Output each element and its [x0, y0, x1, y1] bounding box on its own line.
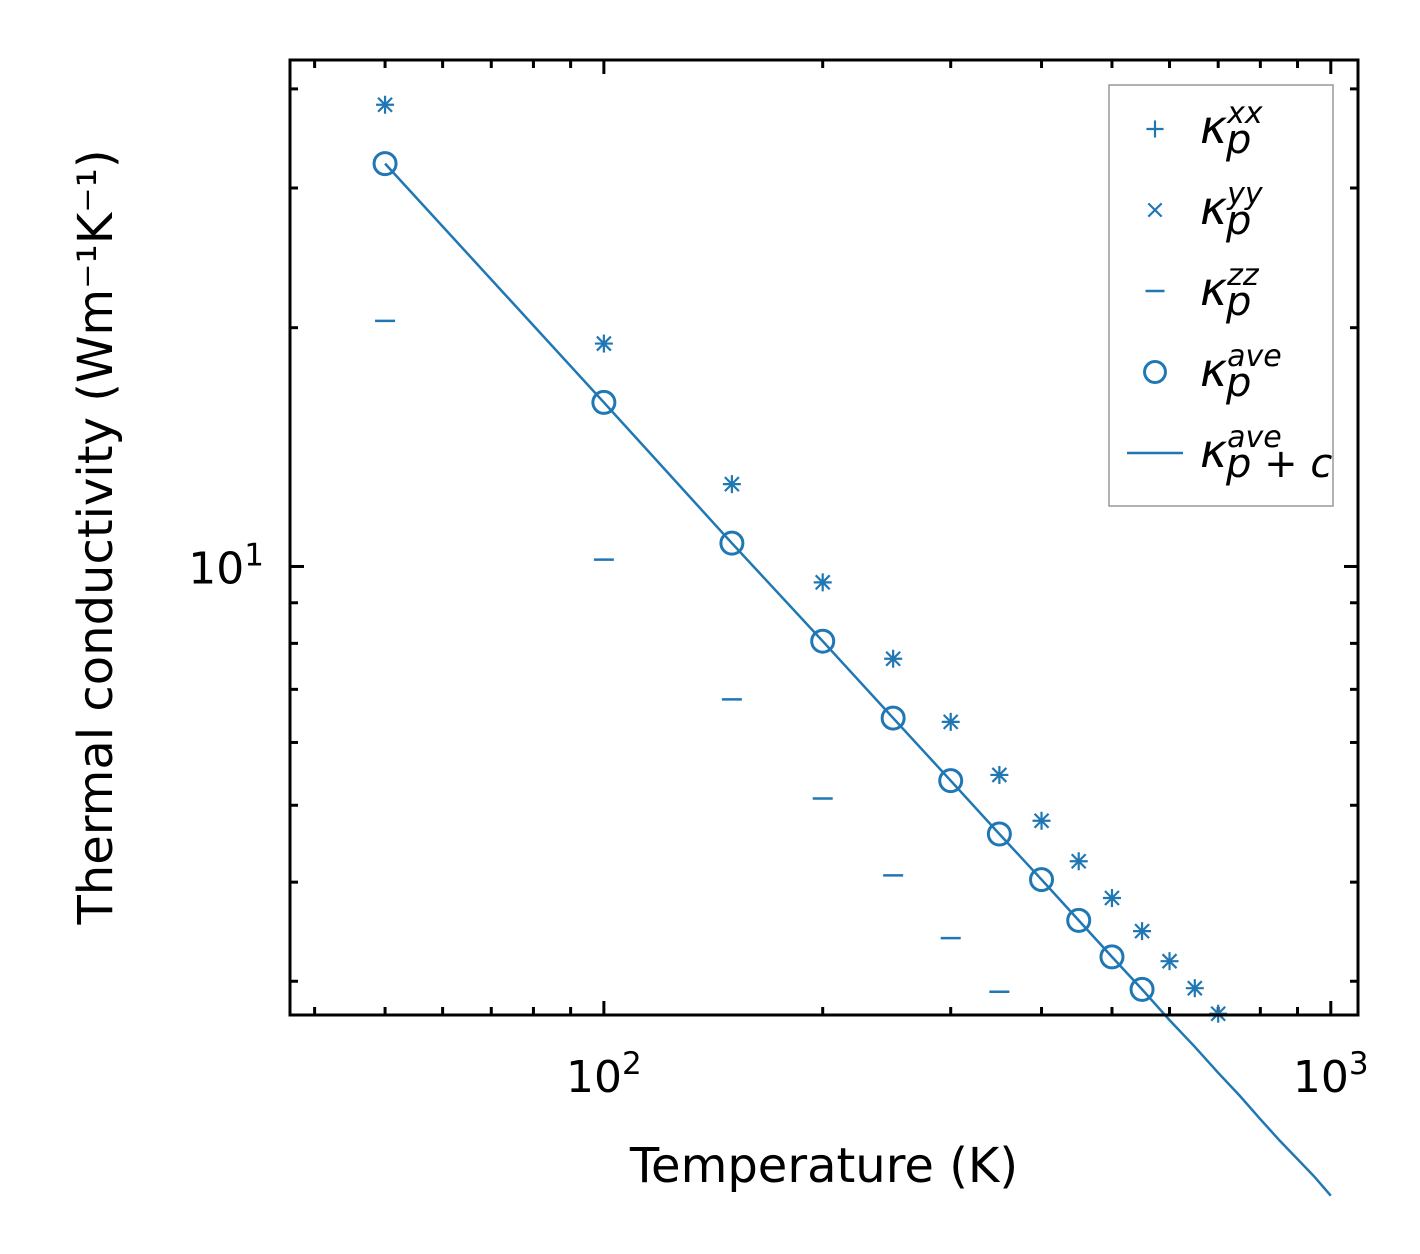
point-kyy [991, 767, 1008, 783]
legend-marker-swatch [1147, 202, 1163, 218]
point-kave [986, 821, 1012, 847]
y-axis-label: Thermal conductivity (Wm⁻¹K⁻¹) [68, 149, 124, 925]
point-kave [1099, 944, 1125, 970]
point-kave [719, 530, 745, 556]
point-kyy [1104, 890, 1120, 906]
plot-frame [288, 58, 1360, 1017]
legend-label: κave [1200, 420, 1282, 478]
x-tick-label: 102 [566, 1046, 642, 1103]
legend-label-sub: p [1225, 198, 1251, 244]
legend-marker-swatch [1143, 360, 1167, 384]
legend-frame [1108, 84, 1334, 507]
point-kyy [1134, 923, 1150, 939]
legend-label-sub: p + c [1225, 441, 1332, 487]
point-kyy [1070, 853, 1087, 870]
point-kyy [942, 714, 959, 730]
point-kyy [1033, 812, 1050, 829]
point-kyy [1187, 980, 1203, 996]
point-kyy [1161, 953, 1178, 969]
point-kyy [814, 574, 831, 591]
point-kave [880, 705, 906, 731]
legend-label: κyy [1200, 177, 1264, 235]
point-kyy [596, 335, 612, 352]
point-kave [1129, 976, 1155, 1002]
point-kyy [377, 96, 393, 113]
legend-label-sub: p [1225, 279, 1251, 325]
x-tick-label: 103 [1293, 1046, 1369, 1103]
legend-label: κave [1200, 339, 1282, 397]
series-line-kpc [384, 162, 1332, 1197]
point-kave [938, 768, 964, 794]
point-kave [1066, 907, 1092, 933]
legend-marker-swatch [1146, 120, 1164, 138]
point-kave [591, 389, 617, 415]
plot-data [372, 95, 1332, 1197]
point-kyy [885, 650, 901, 667]
point-kave [1029, 867, 1055, 893]
tick-labels: 102 103 101 [188, 537, 1368, 1103]
point-kave [810, 628, 836, 654]
legend-label-sub: p [1225, 360, 1251, 406]
legend-label: κxx [1200, 96, 1263, 154]
legend-label: κzz [1200, 258, 1260, 316]
y-tick-label: 101 [188, 537, 264, 594]
x-axis-label: Temperature (K) [629, 1138, 1018, 1194]
legend-label-sub: p [1225, 117, 1251, 163]
point-kave [372, 151, 398, 177]
point-kyy [724, 476, 740, 492]
